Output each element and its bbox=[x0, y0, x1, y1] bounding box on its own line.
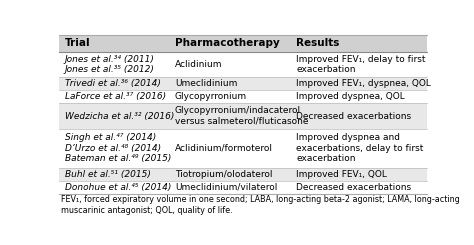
Bar bbox=[59, 52, 427, 77]
Text: Singh et al.⁴⁷ (2014)
D’Urzo et al.⁴⁸ (2014)
Bateman et al.⁴⁹ (2015): Singh et al.⁴⁷ (2014) D’Urzo et al.⁴⁸ (2… bbox=[65, 134, 171, 163]
Text: Improved FEV₁, QOL: Improved FEV₁, QOL bbox=[296, 170, 387, 179]
Text: Improved dyspnea, QOL: Improved dyspnea, QOL bbox=[296, 92, 405, 101]
Text: Donohue et al.⁴⁵ (2014): Donohue et al.⁴⁵ (2014) bbox=[65, 183, 171, 192]
Text: Tiotropium/olodaterol: Tiotropium/olodaterol bbox=[175, 170, 273, 179]
Bar bbox=[59, 103, 427, 129]
Bar bbox=[59, 181, 427, 194]
Bar bbox=[59, 77, 427, 90]
Text: Glycopyrronium/indacaterol
versus salmeterol/fluticasone: Glycopyrronium/indacaterol versus salmet… bbox=[175, 106, 309, 126]
Text: Umeclidinium/vilaterol: Umeclidinium/vilaterol bbox=[175, 183, 277, 192]
Text: FEV₁, forced expiratory volume in one second; LABA, long-acting beta-2 agonist; : FEV₁, forced expiratory volume in one se… bbox=[61, 196, 460, 215]
Text: Glycopyrronium: Glycopyrronium bbox=[175, 92, 247, 101]
Bar bbox=[59, 90, 427, 103]
Bar bbox=[59, 35, 427, 52]
Text: Buhl et al.⁵¹ (2015): Buhl et al.⁵¹ (2015) bbox=[65, 170, 151, 179]
Text: Aclidinium: Aclidinium bbox=[175, 60, 222, 69]
Bar bbox=[59, 129, 427, 168]
Text: Trivedi et al.³⁶ (2014): Trivedi et al.³⁶ (2014) bbox=[65, 79, 161, 88]
Text: Jones et al.³⁴ (2011)
Jones et al.³⁵ (2012): Jones et al.³⁴ (2011) Jones et al.³⁵ (20… bbox=[65, 55, 155, 74]
Text: Umeclidinium: Umeclidinium bbox=[175, 79, 237, 88]
Text: Improved FEV₁, dyspnea, QOL: Improved FEV₁, dyspnea, QOL bbox=[296, 79, 431, 88]
Text: Decreased exacerbations: Decreased exacerbations bbox=[296, 183, 411, 192]
Text: Decreased exacerbations: Decreased exacerbations bbox=[296, 112, 411, 121]
Text: Pharmacotherapy: Pharmacotherapy bbox=[175, 38, 280, 48]
Text: Improved FEV₁, delay to first
exacerbation: Improved FEV₁, delay to first exacerbati… bbox=[296, 55, 426, 74]
Text: Improved dyspnea and
exacerbations, delay to first
exacerbation: Improved dyspnea and exacerbations, dela… bbox=[296, 134, 424, 163]
Text: Aclidinium/formoterol: Aclidinium/formoterol bbox=[175, 144, 273, 153]
Text: Wedzicha et al.³² (2016): Wedzicha et al.³² (2016) bbox=[65, 112, 174, 121]
Bar bbox=[59, 168, 427, 181]
Text: Results: Results bbox=[296, 38, 339, 48]
Text: LaForce et al.³⁷ (2016): LaForce et al.³⁷ (2016) bbox=[65, 92, 166, 101]
Text: Trial: Trial bbox=[65, 38, 91, 48]
